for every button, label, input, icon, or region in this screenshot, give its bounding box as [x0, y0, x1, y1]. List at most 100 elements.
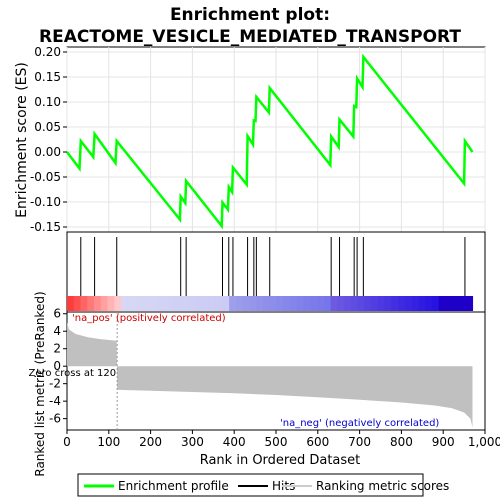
rank-color-segment	[290, 296, 298, 311]
positive-correlation-label: 'na_pos' (positively correlated)	[72, 313, 226, 324]
rank-color-segment	[431, 296, 440, 311]
legend-enrichment-label: Enrichment profile	[118, 479, 229, 493]
ranked-tick-label: -4	[49, 394, 61, 408]
x-tick-label: 100	[97, 435, 120, 449]
rank-color-segment	[384, 296, 392, 311]
rank-color-segment	[87, 296, 95, 311]
chart-title-line2: REACTOME_VESICLE_MEDIATED_TRANSPORT	[39, 27, 461, 47]
rank-color-segment	[134, 296, 142, 311]
ranked-y-axis-label: Ranked list metric (PreRanked)	[33, 291, 47, 476]
rank-color-segment	[188, 296, 196, 311]
rank-color-segment	[256, 296, 264, 311]
es-tick-label: 0.10	[34, 95, 61, 109]
es-tick-label: -0.10	[30, 195, 61, 209]
rank-color-segment	[127, 296, 136, 311]
es-tick-label: 0.00	[34, 145, 61, 159]
rank-color-segment	[208, 296, 217, 311]
ranked-tick-label: 2	[53, 342, 61, 356]
rank-color-segment	[276, 296, 284, 311]
rank-color-segment	[67, 296, 75, 311]
rank-color-segment	[330, 296, 338, 311]
rank-color-segment	[411, 296, 419, 311]
es-panel: -0.15 -0.10 -0.05 0.00 0.05 0.10 0.15 0.20 Enri…	[14, 45, 486, 234]
x-tick-label: 400	[223, 435, 246, 449]
rank-color-segment	[215, 296, 224, 311]
rank-color-segment	[229, 296, 237, 311]
ranked-tick-label: -2	[49, 377, 61, 391]
rank-color-segment	[121, 296, 129, 311]
ranked-tick-label: 0	[53, 359, 61, 373]
rank-color-segment	[357, 296, 365, 311]
rank-color-segment	[323, 296, 332, 311]
rank-color-segment	[337, 296, 345, 311]
x-tick-label: 200	[139, 435, 162, 449]
rank-color-segment	[100, 296, 109, 311]
rank-color-segment	[262, 296, 271, 311]
es-y-axis-label: Enrichment score (ES)	[14, 62, 30, 218]
chart-title-line1: Enrichment plot:	[170, 5, 330, 25]
rank-color-segment	[242, 296, 251, 311]
es-tick-label: 0.05	[34, 120, 61, 134]
x-axis-label: Rank in Ordered Dataset	[200, 453, 361, 468]
rank-color-segment	[398, 296, 406, 311]
rank-color-segment	[80, 296, 88, 311]
rank-color-segment	[445, 296, 453, 311]
rank-color-segment	[418, 296, 426, 311]
rank-color-segment	[141, 296, 149, 311]
es-tick-label: -0.05	[30, 170, 61, 184]
legend-ranking-label: Ranking metric scores	[316, 479, 449, 493]
rank-color-segment	[269, 296, 278, 311]
x-tick-label: 1,000	[468, 435, 500, 449]
rank-color-segment	[371, 296, 379, 311]
ranked-tick-label: 6	[53, 307, 61, 321]
rank-color-segment	[391, 296, 399, 311]
es-tick-label: -0.15	[30, 220, 61, 234]
rank-color-segment	[317, 296, 325, 311]
rank-color-segment	[303, 296, 311, 311]
rank-color-segment	[249, 296, 257, 311]
rank-color-segment	[235, 296, 244, 311]
rank-color-segment	[114, 296, 122, 311]
rank-color-segment	[404, 296, 413, 311]
rank-color-segment	[175, 296, 183, 311]
rank-color-segment	[458, 296, 467, 311]
ranking-metric-area	[67, 322, 473, 428]
rank-color-segment	[222, 296, 230, 311]
rank-color-segment	[181, 296, 190, 311]
es-tick-label: 0.20	[34, 45, 61, 59]
x-tick-label: 300	[181, 435, 204, 449]
rank-color-segment	[148, 296, 156, 311]
hits-panel	[66, 231, 486, 313]
rank-color-segment	[107, 296, 115, 311]
rank-color-segment	[425, 296, 433, 311]
rank-color-segment	[350, 296, 359, 311]
rank-color-segment	[195, 296, 203, 311]
negative-correlation-label: 'na_neg' (negatively correlated)	[280, 418, 439, 429]
ranked-tick-label: -6	[49, 412, 61, 426]
rank-color-segment	[73, 296, 82, 311]
x-tick-label: 700	[348, 435, 371, 449]
rank-color-segment	[94, 296, 102, 311]
x-tick-label: 600	[306, 435, 329, 449]
rank-color-segment	[283, 296, 291, 311]
rank-color-segment	[296, 296, 305, 311]
rank-color-segment	[161, 296, 169, 311]
rank-color-segment	[344, 296, 352, 311]
zero-cross-label: Zero cross at 120	[29, 368, 117, 379]
rank-color-segment	[452, 296, 460, 311]
ranked-metric-panel: -6 -4 -2 0 2 4 6 Zero cross at 120 'na_pos' (p…	[29, 291, 486, 477]
x-tick-label: 900	[432, 435, 455, 449]
rank-color-segment	[377, 296, 386, 311]
rank-color-segment	[202, 296, 210, 311]
rank-color-segment	[168, 296, 176, 311]
rank-color-segment	[154, 296, 163, 311]
rank-color-segment	[364, 296, 372, 311]
legend: Enrichment profile Hits Ranking metric s…	[77, 473, 449, 497]
x-tick-label: 0	[63, 435, 71, 449]
rank-color-segment	[438, 296, 447, 311]
enrichment-profile-line	[66, 53, 474, 230]
rank-color-segment	[310, 296, 318, 311]
x-tick-label: 800	[390, 435, 413, 449]
rank-color-segment	[465, 296, 474, 311]
